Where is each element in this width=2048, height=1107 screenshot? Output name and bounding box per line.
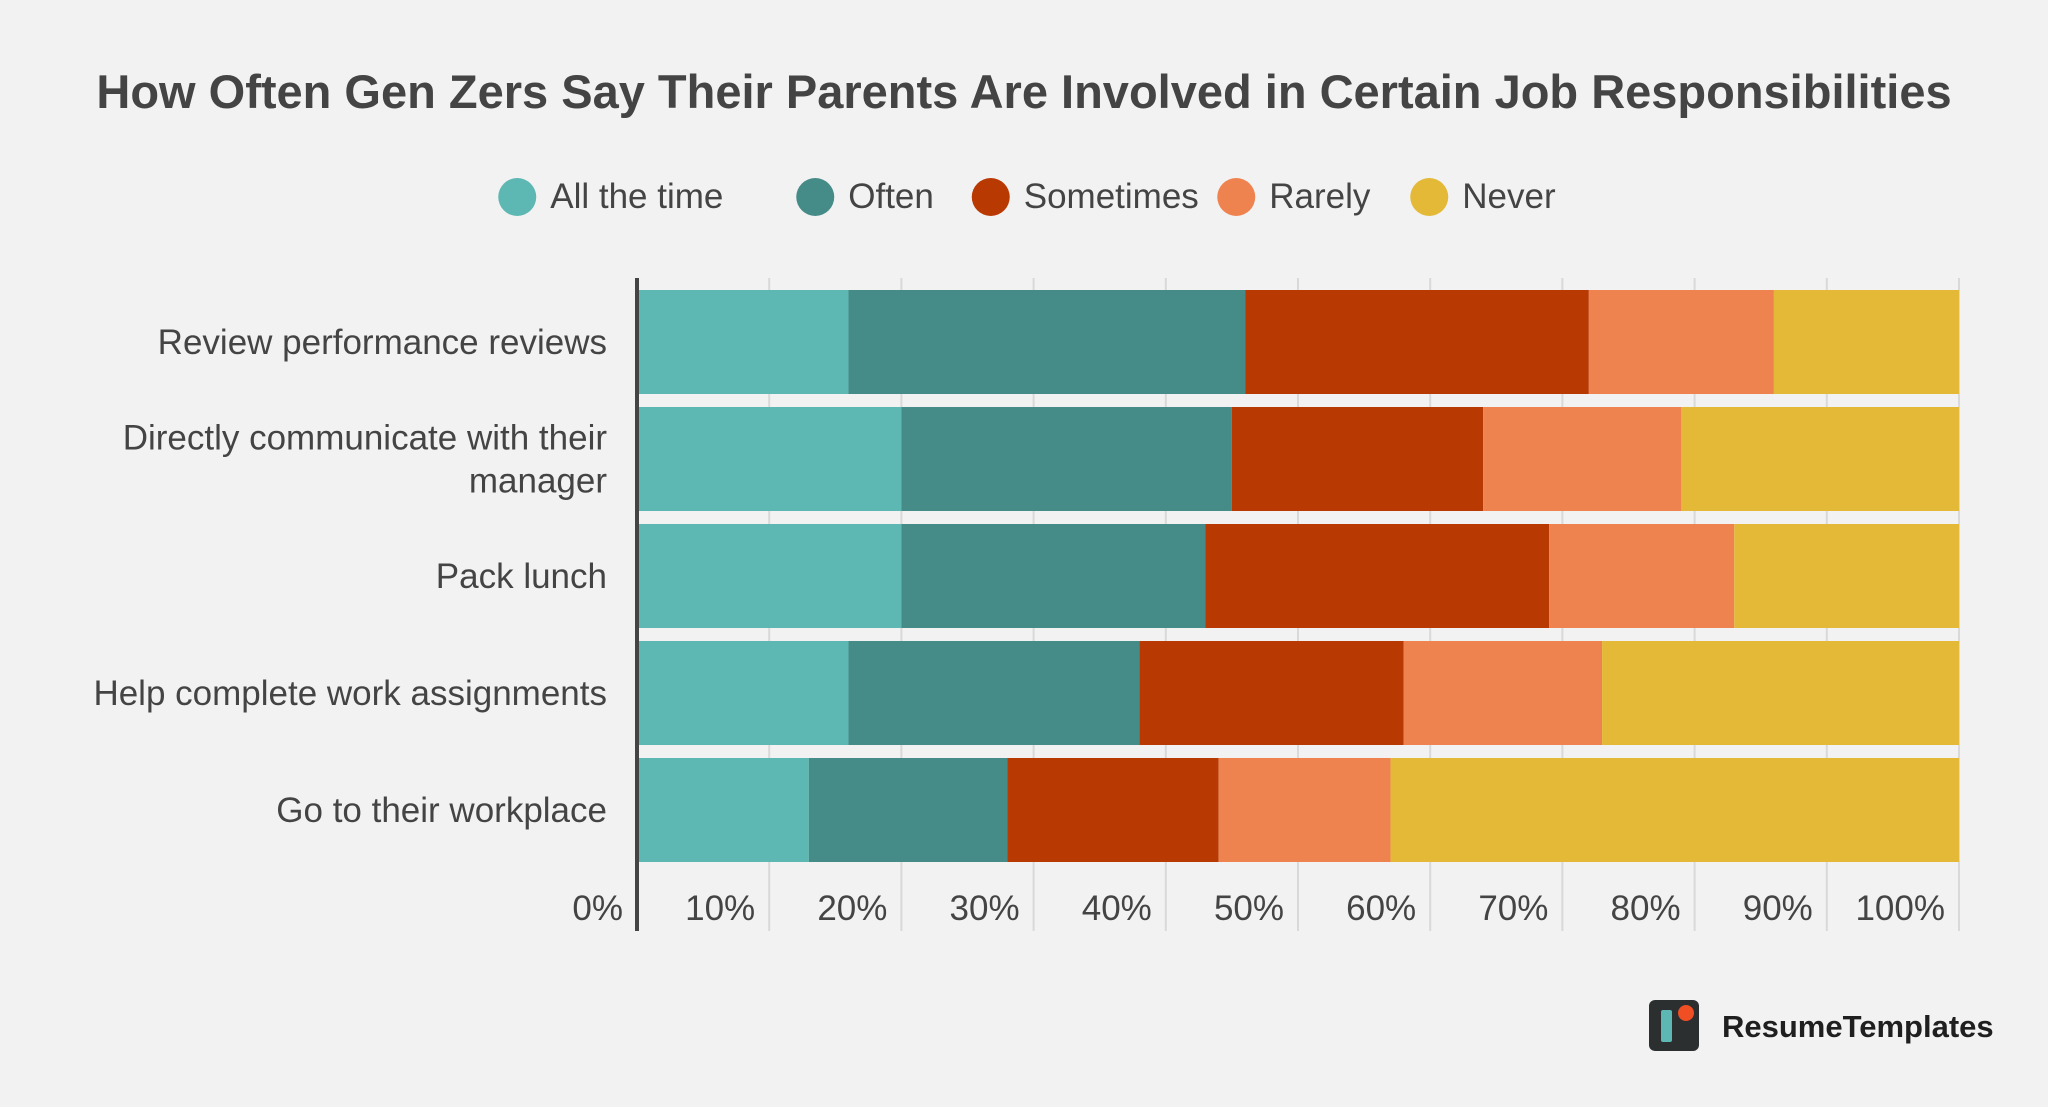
logo-text: ResumeTemplates [1722,1009,1994,1044]
bar-segment [637,524,902,628]
bar-segment [1734,524,1959,628]
x-tick-labels: 0% 10% 20% 30% 40% 50% 60% 70% 80% 90% 100% [572,889,1945,928]
bar-segment [1549,524,1735,628]
bar-segment [637,290,849,394]
x-tick-label: 20% [817,889,887,928]
bar-segment [848,290,1246,394]
bar-segment [901,407,1232,511]
legend-swatch [1410,178,1449,216]
x-tick-label: 50% [1214,889,1284,928]
category-label: manager [469,462,607,501]
x-tick-label: 0% [572,889,623,928]
bar-segment [1602,641,1959,745]
x-tick-label: 10% [685,889,755,928]
bar-segment [1218,758,1391,862]
bars [637,290,1959,862]
legend-item: All the time [498,177,723,216]
bar-segment [637,641,849,745]
logo-icon-bar [1661,1010,1672,1042]
legend-label: Often [848,177,934,216]
x-tick-label: 40% [1082,889,1152,928]
legend-item: Sometimes [971,177,1199,216]
legend-item: Never [1410,177,1556,216]
logo: ResumeTemplates [1649,1000,1994,1051]
bar-segment [1245,290,1589,394]
bar-segment [1139,641,1404,745]
x-tick-label: 80% [1611,889,1681,928]
legend-swatch [971,178,1010,216]
bar-segment [1205,524,1550,628]
bar-segment [1588,290,1774,394]
legend-label: Sometimes [1024,177,1199,216]
legend-swatch [498,178,537,216]
category-label: Pack lunch [436,557,607,596]
legend-label: Rarely [1269,177,1371,216]
bar-segment [1231,407,1484,511]
x-tick-label: 30% [950,889,1020,928]
legend-item: Often [796,177,934,216]
bar-segment [1773,290,1959,394]
bar-segment [1403,641,1603,745]
category-label: Help complete work assignments [93,674,607,713]
x-tick-label: 90% [1743,889,1813,928]
legend-label: Never [1462,177,1556,216]
category-labels: Review performance reviews Directly commu… [93,323,607,830]
legend: All the time Often Sometimes Rarely Never [498,177,1556,216]
legend-item: Rarely [1217,177,1371,216]
logo-icon-dot [1678,1005,1694,1021]
category-label: Directly communicate with their [123,419,608,458]
category-label: Go to their workplace [276,791,607,830]
bar-segment [901,524,1206,628]
x-tick-label: 70% [1478,889,1548,928]
chart-title: How Often Gen Zers Say Their Parents Are… [96,65,1951,118]
bar-segment [848,641,1140,745]
bar-segment [808,758,1008,862]
x-tick-label: 100% [1855,889,1945,928]
bar-segment [1681,407,1959,511]
bar-segment [637,407,902,511]
category-label: Review performance reviews [158,323,607,362]
bar-segment [1390,758,1959,862]
legend-swatch [1217,178,1256,216]
legend-swatch [796,178,835,216]
legend-label: All the time [550,177,723,216]
bar-segment [1007,758,1219,862]
x-tick-label: 60% [1346,889,1416,928]
bar-segment [1483,407,1682,511]
bar-segment [637,758,809,862]
